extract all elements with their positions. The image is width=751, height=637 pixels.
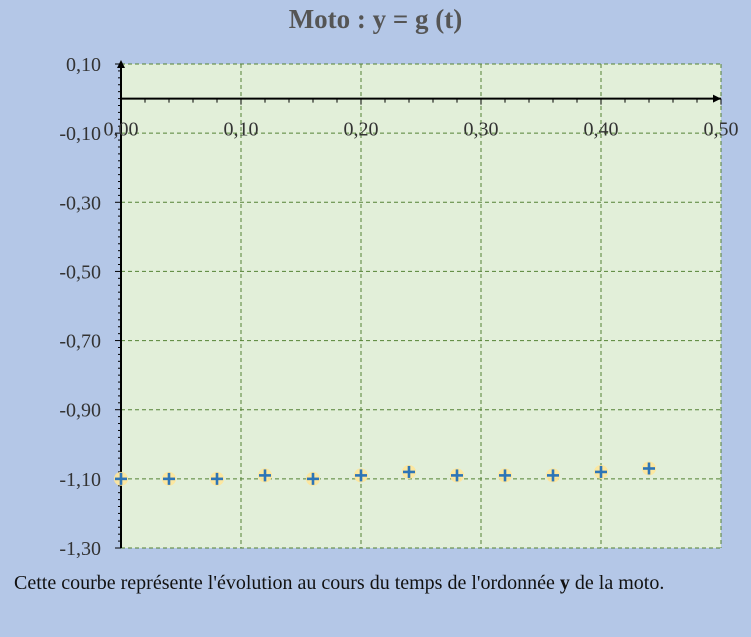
y-tick-label: -0,70 <box>59 331 101 353</box>
axes <box>115 60 722 549</box>
plot-area <box>121 64 721 548</box>
data-point <box>642 461 656 476</box>
x-tick-label: 0,30 <box>464 119 499 141</box>
tick-labels: 0,10 -0,10 -0,30 -0,50 -0,70 -0,90 -1,10 -1,30 0… <box>59 54 738 560</box>
scatter-chart: 0,10 -0,10 -0,30 -0,50 -0,70 -0,90 -1,10 -1,30 0… <box>59 54 738 560</box>
x-tick-label: 0,10 <box>224 119 259 141</box>
x-tick-label: 0,40 <box>584 119 619 141</box>
caption-text-start: Cette courbe représente l'évolution au c… <box>14 572 560 594</box>
y-tick-label: -1,10 <box>59 469 101 491</box>
x-tick-label: 0,50 <box>704 119 739 141</box>
y-tick-label: -0,10 <box>59 123 101 145</box>
y-tick-label: -0,90 <box>59 400 101 422</box>
data-point <box>114 471 128 486</box>
data-point <box>546 468 560 483</box>
x-tick-label: 0,20 <box>344 119 379 141</box>
data-point <box>498 468 512 483</box>
data-point <box>450 468 464 483</box>
data-point <box>306 471 320 486</box>
data-point <box>354 468 368 483</box>
chart-caption: Cette courbe représente l'évolution au c… <box>14 570 744 597</box>
data-point <box>162 471 176 486</box>
caption-variable-y: y <box>559 572 570 594</box>
y-tick-label: -0,50 <box>59 261 101 283</box>
chart-title: Moto : y = g (t) <box>288 4 463 34</box>
caption-text-end: de la moto. <box>569 572 665 594</box>
data-point <box>210 471 224 486</box>
x-axis-arrow <box>713 94 721 103</box>
data-points <box>114 461 656 486</box>
data-point <box>594 464 608 479</box>
x-tick-label: 0,00 <box>104 119 139 141</box>
y-tick-label: -1,30 <box>59 538 101 560</box>
y-tick-label: -0,30 <box>59 192 101 214</box>
data-point <box>258 468 272 483</box>
data-point <box>402 464 416 479</box>
y-tick-label: 0,10 <box>66 54 101 76</box>
